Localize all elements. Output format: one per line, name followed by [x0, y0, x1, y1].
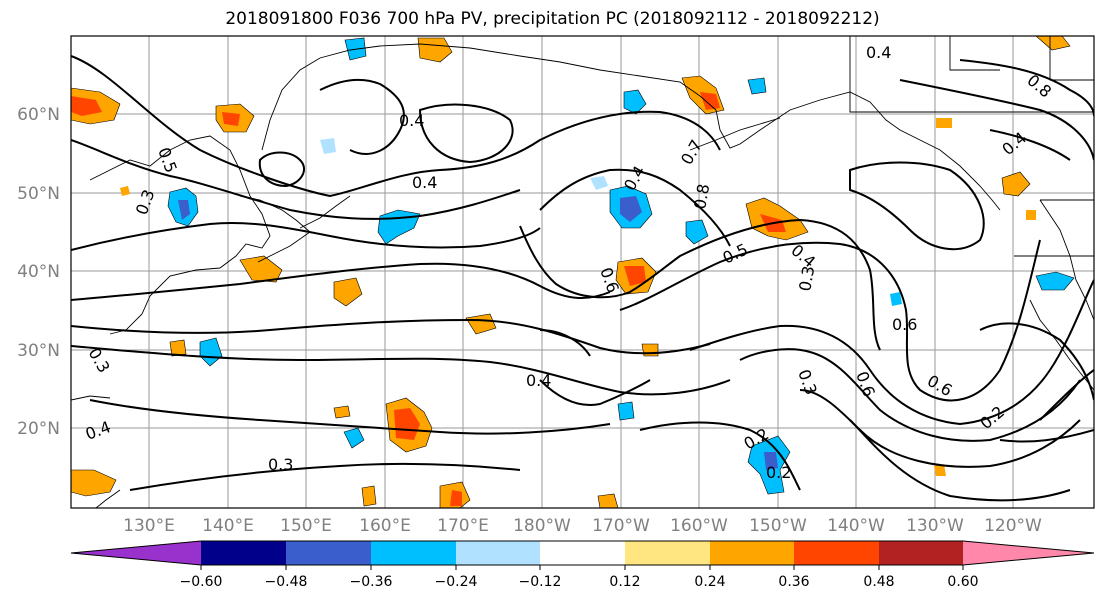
- colorbar-tick-label: 0.48: [863, 574, 894, 590]
- negative-precip-patches: [167, 37, 1075, 495]
- contour-label: 0.3: [268, 455, 293, 474]
- lon-label: 180°W: [513, 516, 571, 536]
- colorbar-tick-label: −0.48: [265, 574, 308, 590]
- lon-label: 140°E: [202, 516, 254, 536]
- colorbar-segments: [71, 541, 1094, 565]
- colorbar-ticks: [200, 565, 964, 570]
- colorbar-tick-label: 0.24: [694, 574, 725, 590]
- colorbar-tick-label: 0.36: [778, 574, 809, 590]
- colorbar-extend-min: [71, 541, 201, 565]
- colorbar-tick-label: −0.36: [350, 574, 393, 590]
- contour-label: 0.2: [766, 463, 791, 482]
- contour-label: 0.4: [526, 371, 551, 390]
- colorbar-segment: [879, 541, 963, 565]
- colorbar-segment: [710, 541, 794, 565]
- lon-label: 130°W: [906, 516, 964, 536]
- colorbar-tick-label: −0.24: [435, 574, 478, 590]
- lon-label: 160°W: [670, 516, 728, 536]
- colorbar-tick-label: −0.12: [519, 574, 562, 590]
- lon-label: 140°W: [827, 516, 885, 536]
- lat-label-60n: 60°N: [17, 105, 60, 125]
- lat-label-30n: 30°N: [17, 341, 60, 361]
- colorbar-segment: [286, 541, 371, 565]
- contour-label: 0.4: [412, 173, 437, 192]
- figure-title: 2018091800 F036 700 hPa PV, precipitatio…: [225, 9, 880, 29]
- colorbar-segment: [625, 541, 710, 565]
- lat-label-40n: 40°N: [17, 262, 60, 282]
- lat-label-20n: 20°N: [17, 419, 60, 439]
- contour-label: 0.4: [866, 43, 891, 62]
- positive-precip-patches: [71, 36, 1071, 508]
- lon-label: 130°E: [123, 516, 175, 536]
- colorbar-segment: [201, 541, 286, 565]
- contour-label: 0.8: [690, 182, 713, 210]
- colorbar-tick-labels: −0.60 −0.48 −0.36 −0.24 −0.12 0.12 0.24 …: [180, 574, 979, 590]
- colorbar-segment: [794, 541, 879, 565]
- lon-label: 150°W: [749, 516, 807, 536]
- colorbar-segment: [371, 541, 456, 565]
- colorbar-tick-label: 0.12: [609, 574, 640, 590]
- lon-label: 160°E: [359, 516, 411, 536]
- lon-label: 120°W: [984, 516, 1042, 536]
- map-frame: [70, 35, 1095, 509]
- contour-label: 0.6: [892, 315, 917, 334]
- lon-label: 170°E: [437, 516, 489, 536]
- latitude-labels: 60°N 50°N 40°N 30°N 20°N: [17, 105, 60, 439]
- colorbar-extend-max: [963, 541, 1094, 565]
- colorbar-segment: [456, 541, 540, 565]
- colorbar-segment: [540, 541, 625, 565]
- contour-label: 0.3: [795, 264, 818, 292]
- colorbar-tick-label: 0.60: [947, 574, 978, 590]
- colorbar-tick-label: −0.60: [180, 574, 223, 590]
- figure-title-container: 2018091800 F036 700 hPa PV, precipitatio…: [0, 0, 1105, 34]
- lon-label: 150°E: [280, 516, 332, 536]
- contour-label: 0.4: [399, 111, 424, 130]
- pv-contours: [71, 55, 1094, 502]
- longitude-labels: 130°E 140°E 150°E 160°E 170°E 180°W 170°…: [123, 516, 1042, 536]
- lon-label: 170°W: [592, 516, 650, 536]
- lat-label-50n: 50°N: [17, 184, 60, 204]
- colorbar: −0.60 −0.48 −0.36 −0.24 −0.12 0.12 0.24 …: [70, 540, 1095, 590]
- map-content: 0.4 0.3 0.5 0.4 0.4 0.7 0.5 0.6 0.8 0.4 …: [71, 36, 1094, 508]
